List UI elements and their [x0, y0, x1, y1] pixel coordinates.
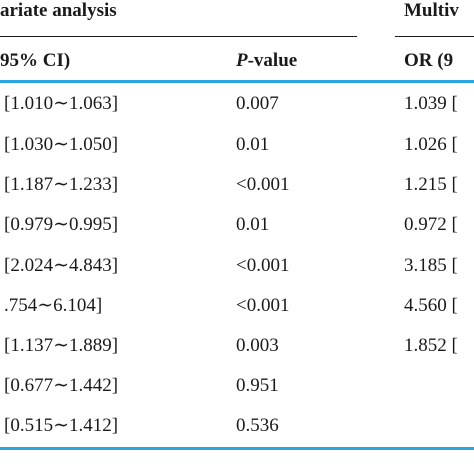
p-value-cell: 0.951 [236, 375, 279, 396]
ci-cell: [0.677∼1.442] [4, 375, 119, 396]
or-cell: 1.039 [ [404, 93, 458, 114]
table-bottom-rule [0, 447, 474, 450]
multivariate-group-header: Multiv [404, 0, 459, 21]
p-value-cell: <0.001 [236, 295, 290, 316]
p-italic-label: P [236, 50, 248, 71]
ci-cell: [1.030∼1.050] [4, 134, 119, 155]
ci-cell: .754∼6.104] [4, 295, 103, 316]
p-value-cell: 0.01 [236, 214, 270, 235]
ci-cell: [1.137∼1.889] [4, 335, 119, 356]
ci-cell: [1.010∼1.063] [4, 93, 119, 114]
p-value-cell: 0.01 [236, 134, 270, 155]
ci-cell: [0.515∼1.412] [4, 415, 119, 436]
p-value-cell: 0.003 [236, 335, 279, 356]
or-column-header: OR (9 [404, 50, 454, 71]
multivariate-group-rule [395, 36, 474, 37]
p-value-column-header: P-value [236, 50, 297, 72]
ci-column-header: 95% CI) [0, 50, 71, 71]
ci-cell: [1.187∼1.233] [4, 174, 119, 195]
p-value-cell: 0.007 [236, 93, 279, 114]
header-bottom-rule [0, 80, 474, 83]
p-value-cell: 0.536 [236, 415, 279, 436]
ci-cell: [2.024∼4.843] [4, 255, 119, 276]
or-cell: 3.185 [ [404, 255, 458, 276]
or-cell: 1.215 [ [404, 174, 458, 195]
p-value-suffix: -value [247, 50, 298, 71]
or-cell: 4.560 [ [404, 295, 458, 316]
or-cell: 0.972 [ [404, 214, 458, 235]
ci-cell: [0.979∼0.995] [4, 214, 119, 235]
or-cell: 1.026 [ [404, 134, 458, 155]
p-value-cell: <0.001 [236, 174, 290, 195]
or-cell: 1.852 [ [404, 335, 458, 356]
univariate-group-header: ariate analysis [0, 0, 117, 21]
univariate-group-rule [0, 36, 357, 37]
p-value-cell: <0.001 [236, 255, 290, 276]
